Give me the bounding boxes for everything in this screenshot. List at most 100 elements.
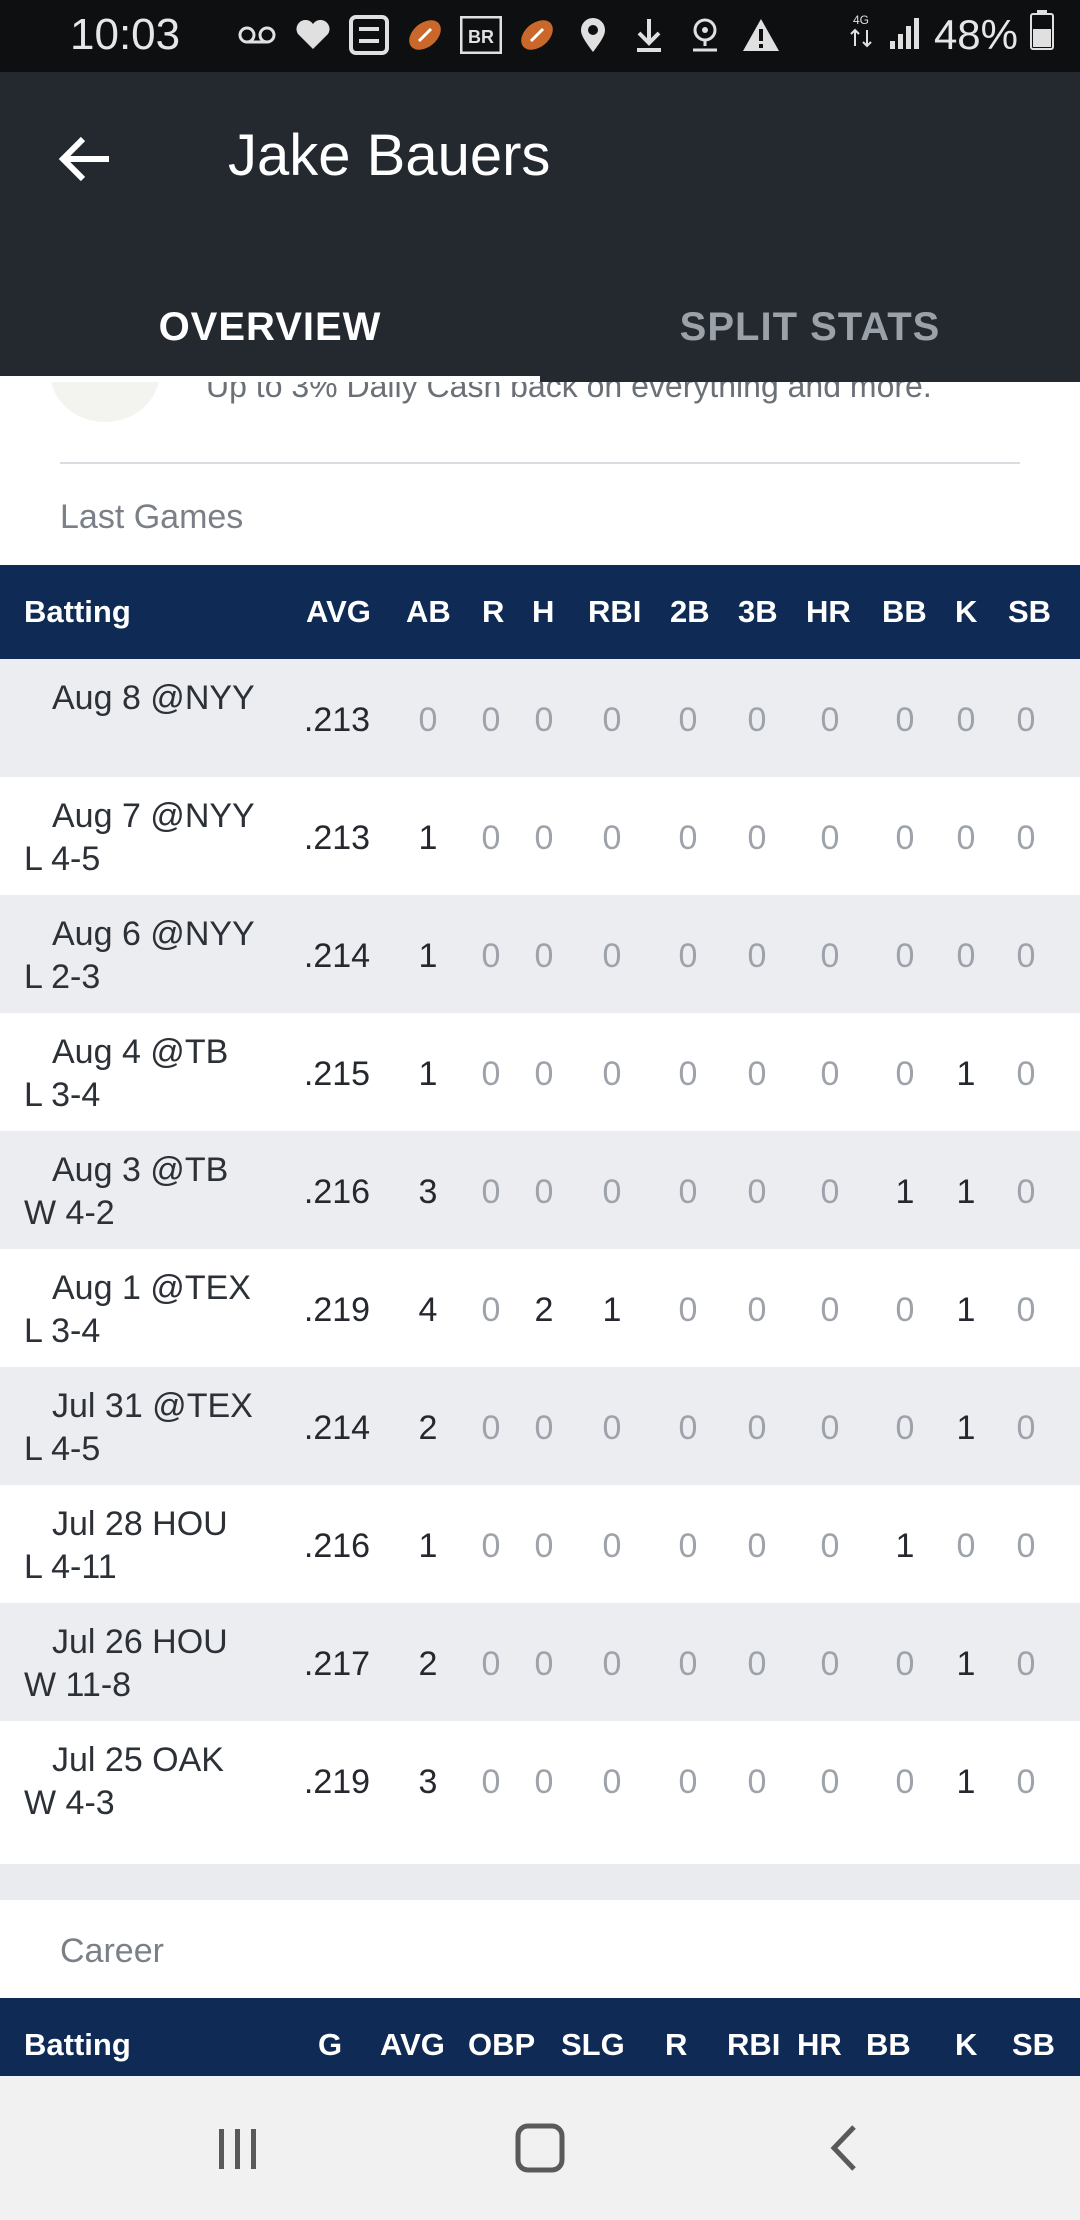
cell-stat: 0 bbox=[602, 1527, 622, 1565]
cell-stat: 0 bbox=[1016, 1173, 1036, 1211]
cell-stat: 0 bbox=[602, 1173, 622, 1211]
cell-stat: 0 bbox=[481, 937, 501, 975]
cell-avg: .216 bbox=[303, 1173, 371, 1211]
game-opponent: Jul 26 HOU bbox=[52, 1623, 228, 1661]
system-nav-bar bbox=[0, 2076, 1080, 2220]
career-header-hr: HR bbox=[797, 2027, 842, 2062]
cell-stat: 0 bbox=[534, 1645, 554, 1683]
cell-stat: 1 bbox=[602, 1291, 622, 1329]
cell-stat: 0 bbox=[678, 701, 698, 739]
cell-stat: 0 bbox=[895, 1763, 915, 1801]
cell-stat: 0 bbox=[1016, 1645, 1036, 1683]
career-header-k: K bbox=[955, 2027, 978, 2062]
cell-stat: 0 bbox=[1016, 1409, 1036, 1447]
cell-stat: 0 bbox=[895, 937, 915, 975]
cell-stat: 0 bbox=[747, 1173, 767, 1211]
home-button[interactable] bbox=[498, 2106, 582, 2190]
cell-stat: 0 bbox=[602, 819, 622, 857]
game-result: L 4-5 bbox=[24, 840, 101, 878]
tab-overview[interactable]: OVERVIEW bbox=[158, 304, 382, 349]
cell-stat: 0 bbox=[534, 1055, 554, 1093]
cell-stat: 0 bbox=[534, 1173, 554, 1211]
header-h: H bbox=[532, 594, 555, 629]
cell-stat: 0 bbox=[747, 1645, 767, 1683]
cell-stat: 0 bbox=[1016, 1527, 1036, 1565]
cell-stat: 0 bbox=[678, 1645, 698, 1683]
cell-stat: 0 bbox=[678, 1291, 698, 1329]
status-system-icons: 4G 48% bbox=[846, 10, 1054, 60]
cell-stat: 0 bbox=[1016, 1055, 1036, 1093]
last-games-label: Last Games bbox=[60, 498, 244, 536]
cell-avg: .217 bbox=[303, 1645, 371, 1683]
cell-stat: 0 bbox=[747, 1527, 767, 1565]
cell-avg: .214 bbox=[303, 1409, 371, 1447]
cell-stat: 2 bbox=[534, 1291, 554, 1329]
career-header-bb: BB bbox=[866, 2027, 911, 2062]
cell-stat: 0 bbox=[747, 1409, 767, 1447]
table-row: Jul 25 OAK W 4-3.219 3 0 0 0 0 0 0 0 1 0 bbox=[0, 1721, 1080, 1839]
home-icon bbox=[515, 2123, 565, 2173]
cell-stat: 0 bbox=[820, 1763, 840, 1801]
download-icon bbox=[628, 14, 670, 56]
game-opponent: Aug 1 @TEX bbox=[52, 1269, 251, 1307]
voicemail-icon bbox=[236, 14, 278, 56]
last-games-table-header: Batting AVG AB R H RBI 2B 3B HR BB K SB bbox=[0, 565, 1080, 659]
cell-stat: 2 bbox=[418, 1645, 438, 1683]
status-notification-icons: BR bbox=[236, 14, 782, 56]
cell-stat: 0 bbox=[534, 937, 554, 975]
cell-stat: 0 bbox=[481, 1409, 501, 1447]
cell-stat: 1 bbox=[956, 1055, 976, 1093]
cell-stat: 1 bbox=[895, 1173, 915, 1211]
nav-back-button[interactable] bbox=[802, 2106, 886, 2190]
header-hr: HR bbox=[806, 594, 851, 629]
cell-stat: 0 bbox=[895, 819, 915, 857]
cell-stat: 0 bbox=[747, 1291, 767, 1329]
signal-icon bbox=[888, 11, 922, 59]
cell-stat: 1 bbox=[418, 819, 438, 857]
s-app-icon bbox=[348, 14, 390, 56]
cell-stat: 4 bbox=[418, 1291, 438, 1329]
game-result: L 4-11 bbox=[24, 1548, 117, 1586]
career-header-avg: AVG bbox=[380, 2027, 445, 2062]
cell-stat: 0 bbox=[602, 1409, 622, 1447]
cell-stat: 0 bbox=[481, 1173, 501, 1211]
game-result: L 2-3 bbox=[24, 958, 101, 996]
cell-stat: 0 bbox=[481, 1291, 501, 1329]
cell-stat: 0 bbox=[534, 1763, 554, 1801]
battery-percent: 48% bbox=[933, 11, 1018, 58]
section-separator bbox=[0, 1864, 1080, 1900]
cell-stat: 0 bbox=[678, 1409, 698, 1447]
game-result: L 3-4 bbox=[24, 1076, 101, 1114]
header-2b: 2B bbox=[670, 594, 710, 629]
svg-text:BR: BR bbox=[468, 27, 494, 47]
cell-stat: 0 bbox=[747, 1055, 767, 1093]
cell-stat: 0 bbox=[820, 1291, 840, 1329]
cell-stat: 0 bbox=[820, 1173, 840, 1211]
cell-avg: .213 bbox=[303, 701, 371, 739]
cell-stat: 0 bbox=[481, 1763, 501, 1801]
status-bar: 10:03 BR 4G bbox=[0, 0, 1080, 72]
cell-stat: 1 bbox=[956, 1409, 976, 1447]
game-opponent: Jul 25 OAK bbox=[52, 1741, 224, 1779]
cell-stat: 0 bbox=[895, 1291, 915, 1329]
cell-stat: 0 bbox=[418, 701, 438, 739]
cell-stat: 0 bbox=[820, 937, 840, 975]
cell-stat: 0 bbox=[481, 1055, 501, 1093]
cell-stat: 0 bbox=[895, 1055, 915, 1093]
table-row: Jul 28 HOU L 4-11.216 1 0 0 0 0 0 0 1 0 0 bbox=[0, 1485, 1080, 1603]
table-row: Aug 6 @NYY L 2-3.214 1 0 0 0 0 0 0 0 0 0 bbox=[0, 895, 1080, 1013]
career-header-batting: Batting bbox=[24, 2027, 131, 2062]
tab-split-stats[interactable]: SPLIT STATS bbox=[679, 304, 941, 349]
game-opponent: Aug 8 @NYY bbox=[52, 679, 255, 717]
cell-stat: 3 bbox=[418, 1763, 438, 1801]
cell-stat: 1 bbox=[956, 1173, 976, 1211]
back-arrow-button[interactable] bbox=[50, 124, 120, 194]
cell-stat: 0 bbox=[602, 701, 622, 739]
divider bbox=[60, 462, 1020, 464]
warning-icon bbox=[740, 14, 782, 56]
cell-stat: 0 bbox=[1016, 701, 1036, 739]
cell-stat: 0 bbox=[1016, 937, 1036, 975]
recent-apps-button[interactable] bbox=[196, 2106, 280, 2190]
cell-stat: 1 bbox=[895, 1527, 915, 1565]
cell-stat: 0 bbox=[678, 937, 698, 975]
